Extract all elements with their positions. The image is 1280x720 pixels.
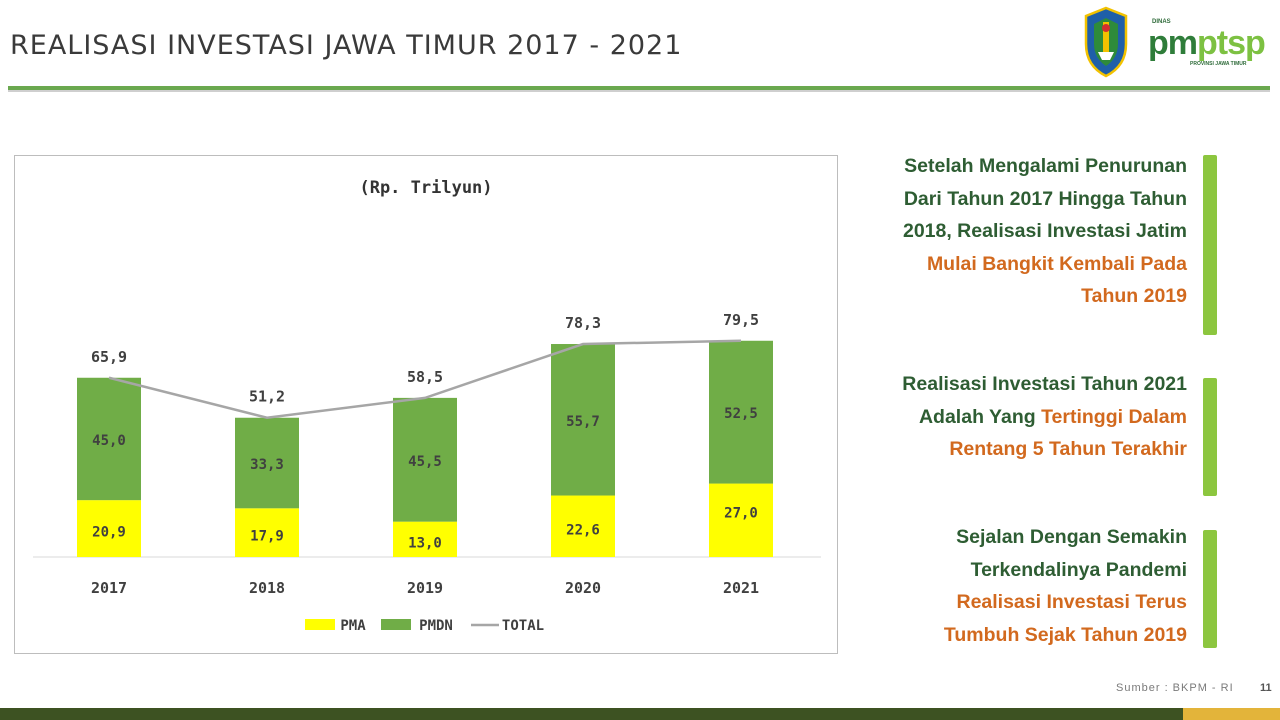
bar-pma-2018	[235, 508, 299, 557]
logo-brand-ptsp: ptsp	[1197, 24, 1266, 62]
bar-pma-2021	[709, 483, 773, 557]
insight-2-text: Realisasi Investasi Tahun 2021 Adalah Ya…	[902, 373, 1187, 428]
label-total-2018: 51,2	[249, 388, 285, 406]
legend-pma-label: PMA	[340, 618, 366, 634]
bar-pma-2020	[551, 495, 615, 557]
bar-pmdn-2019	[393, 397, 457, 522]
pmptsp-logo: DINAS pmptsp PROVINSI JAWA TIMUR	[1082, 6, 1272, 81]
label-pma-2021: 27,0	[724, 505, 758, 521]
chart-container: (Rp. Trilyun) 20,9 45,0 65,9 2017 17,9 33,3 51,…	[14, 155, 838, 654]
label-pmdn-2020: 55,7	[566, 414, 600, 430]
insight-1-accent-bar	[1203, 155, 1217, 335]
logo-brand-text: pmptsp	[1148, 24, 1266, 63]
insight-3-accent-bar	[1203, 530, 1217, 648]
source-note: Sumber : BKPM - RI	[1116, 682, 1234, 694]
insight-3-highlight: Realisasi Investasi Terus Tumbuh Sejak T…	[943, 591, 1187, 646]
x-tick-2019: 2019	[407, 579, 443, 597]
label-pmdn-2017: 45,0	[92, 433, 126, 449]
insight-3-text: Sejalan Dengan Semakin Terkendalinya Pan…	[956, 526, 1187, 581]
x-tick-2017: 2017	[91, 579, 127, 597]
label-total-2017: 65,9	[91, 348, 127, 366]
logo-brand-pm: pm	[1148, 24, 1198, 62]
label-total-2021: 79,5	[723, 311, 759, 329]
logo-subtext: PROVINSI JAWA TIMUR	[1190, 61, 1247, 67]
page-number: 11	[1260, 682, 1272, 694]
logo-dinas-text: DINAS	[1152, 19, 1171, 25]
label-pma-2017: 20,9	[92, 525, 126, 541]
east-java-emblem-icon	[1084, 6, 1128, 78]
total-line	[108, 339, 742, 420]
label-pmdn-2018: 33,3	[250, 457, 284, 473]
page-title: REALISASI INVESTASI JAWA TIMUR 2017 - 20…	[10, 30, 683, 61]
insight-1-highlight: Mulai Bangkit Kembali Pada Tahun 2019	[926, 252, 1187, 308]
label-pma-2019: 13,0	[408, 535, 442, 551]
label-pma-2020: 22,6	[566, 522, 600, 538]
label-total-2019: 58,5	[407, 368, 443, 386]
insight-1-text: Setelah Mengalami Penurunan Dari Tahun 2…	[902, 155, 1187, 242]
insight-panel-3: Sejalan Dengan Semakin Terkendalinya Pan…	[887, 521, 1187, 651]
label-pmdn-2019: 45,5	[408, 454, 442, 470]
x-tick-2021: 2021	[723, 579, 759, 597]
insight-panel-1: Setelah Mengalami Penurunan Dari Tahun 2…	[867, 150, 1187, 313]
legend-total-label: TOTAL	[502, 618, 544, 634]
bar-pmdn-2021	[709, 340, 773, 484]
investment-chart: (Rp. Trilyun) 20,9 45,0 65,9 2017 17,9 33,3 51,…	[33, 178, 821, 634]
label-pma-2018: 17,9	[250, 529, 284, 545]
bar-pma-2017	[77, 500, 141, 557]
title-underline	[8, 86, 1270, 90]
footer-bar-gold	[1183, 708, 1280, 720]
label-pmdn-2021: 52,5	[724, 406, 758, 422]
bar-pma-2019	[393, 521, 457, 557]
footer-bar-dark	[0, 708, 1183, 720]
insight-2-accent-bar	[1203, 378, 1217, 496]
legend-pma-swatch	[305, 619, 335, 630]
title-underline-shadow	[8, 90, 1270, 92]
x-tick-2020: 2020	[565, 579, 601, 597]
insight-2-highlight: Tertinggi Dalam Rentang 5 Tahun Terakhir	[949, 405, 1187, 461]
bar-pmdn-2017	[77, 377, 141, 501]
x-tick-2018: 2018	[249, 579, 285, 597]
chart-title: (Rp. Trilyun)	[359, 178, 492, 198]
label-total-2020: 78,3	[565, 314, 601, 332]
insight-panel-2: Realisasi Investasi Tahun 2021 Adalah Ya…	[867, 368, 1187, 466]
legend-pmdn-label: PMDN	[419, 618, 453, 634]
legend-pmdn-swatch	[381, 619, 411, 630]
bar-pmdn-2020	[551, 344, 615, 496]
bar-pmdn-2018	[235, 417, 299, 509]
